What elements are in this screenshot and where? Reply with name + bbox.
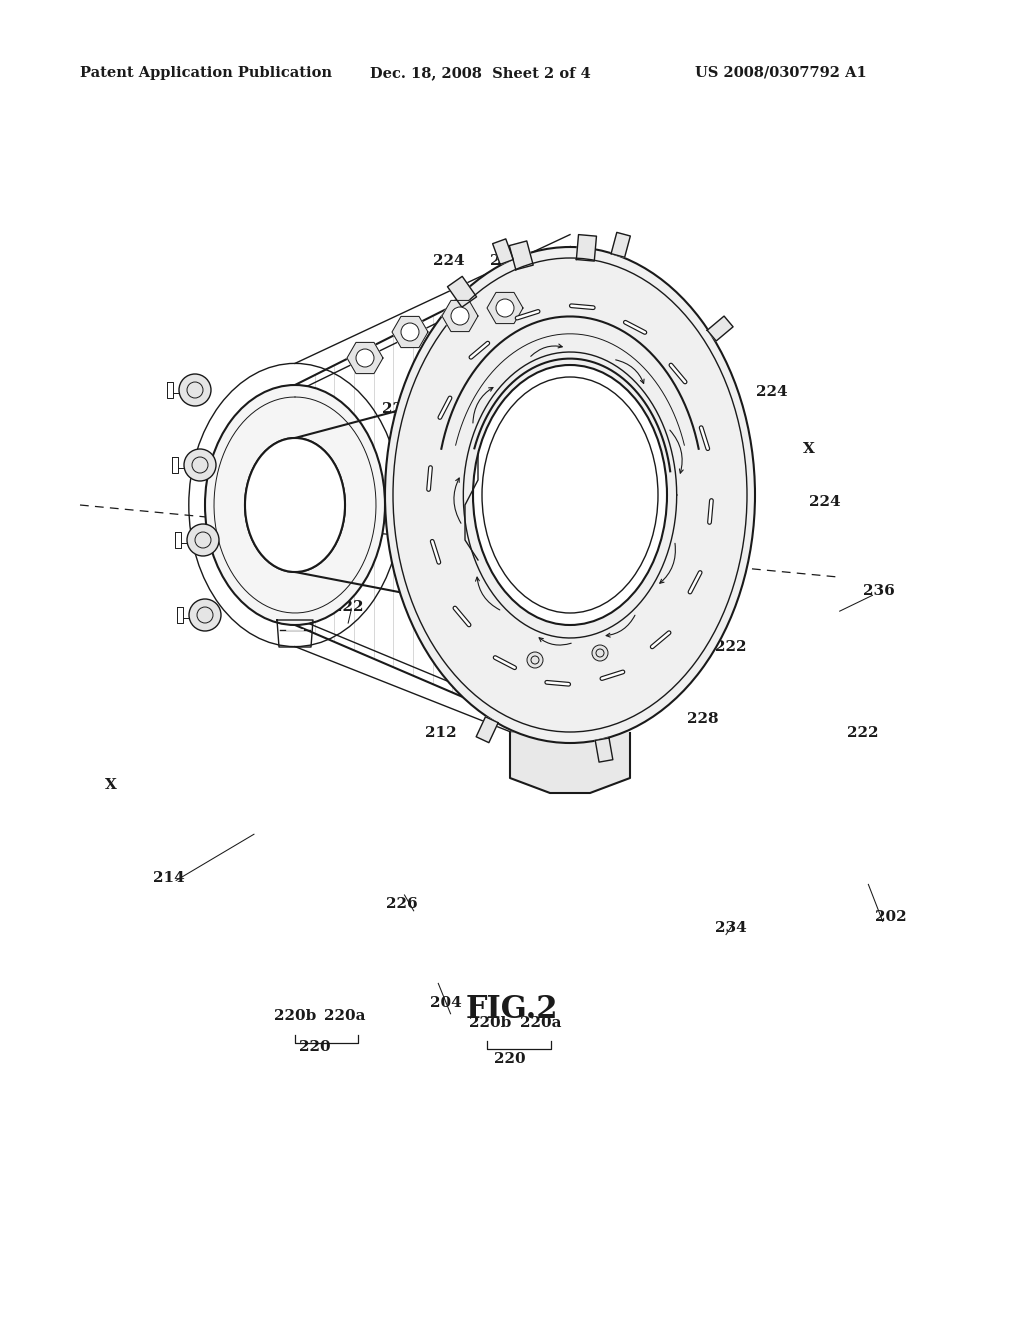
Text: 224: 224 (433, 255, 464, 268)
Text: 226: 226 (454, 445, 484, 458)
Polygon shape (447, 276, 476, 308)
Polygon shape (708, 315, 733, 341)
Text: 206: 206 (588, 673, 621, 686)
Text: 222: 222 (716, 640, 746, 653)
Text: Patent Application Publication: Patent Application Publication (80, 66, 332, 81)
Text: 228: 228 (687, 713, 718, 726)
Text: 234: 234 (715, 921, 748, 935)
Polygon shape (577, 235, 596, 261)
Polygon shape (476, 717, 498, 743)
Text: 220a: 220a (520, 1016, 561, 1030)
Text: X: X (803, 442, 815, 455)
Text: 222: 222 (648, 343, 679, 356)
Polygon shape (487, 293, 523, 323)
Text: 224: 224 (809, 495, 840, 508)
Ellipse shape (385, 247, 755, 743)
Polygon shape (347, 342, 383, 374)
Ellipse shape (205, 385, 385, 624)
Circle shape (179, 374, 211, 407)
Text: FIG.2: FIG.2 (466, 994, 558, 1026)
Text: 204: 204 (429, 997, 462, 1010)
Polygon shape (509, 242, 534, 269)
Circle shape (451, 308, 469, 325)
Text: 220: 220 (299, 1040, 330, 1053)
Text: US 2008/0307792 A1: US 2008/0307792 A1 (695, 66, 866, 81)
Text: 220: 220 (495, 1052, 525, 1065)
Text: 236: 236 (578, 717, 610, 730)
Text: 220a: 220a (422, 453, 463, 466)
Polygon shape (611, 232, 631, 257)
Text: 202: 202 (876, 911, 906, 924)
Circle shape (184, 449, 216, 480)
Circle shape (496, 300, 514, 317)
Text: 224: 224 (757, 385, 787, 399)
Text: 212: 212 (425, 726, 456, 739)
Polygon shape (442, 301, 478, 331)
Circle shape (356, 348, 374, 367)
Circle shape (592, 645, 608, 661)
Text: 236: 236 (681, 370, 714, 383)
Polygon shape (595, 738, 612, 762)
Text: 220b: 220b (273, 1010, 316, 1023)
Text: 222: 222 (333, 601, 364, 614)
Text: 214: 214 (153, 871, 185, 884)
Ellipse shape (473, 366, 667, 624)
Ellipse shape (245, 438, 345, 572)
Text: 220a: 220a (325, 1010, 366, 1023)
Text: 220b: 220b (469, 1016, 512, 1030)
Text: X: X (104, 779, 117, 792)
Text: 236: 236 (862, 585, 895, 598)
Polygon shape (510, 733, 630, 793)
Polygon shape (392, 317, 428, 347)
Circle shape (401, 323, 419, 341)
Text: Dec. 18, 2008  Sheet 2 of 4: Dec. 18, 2008 Sheet 2 of 4 (370, 66, 591, 81)
Circle shape (527, 652, 543, 668)
Text: 220b: 220b (382, 403, 425, 416)
Circle shape (189, 599, 221, 631)
Text: 228: 228 (295, 478, 326, 491)
Polygon shape (493, 239, 513, 264)
Text: 226: 226 (386, 898, 417, 911)
Circle shape (187, 524, 219, 556)
Ellipse shape (245, 438, 345, 572)
Text: 222: 222 (848, 726, 879, 739)
Text: 224: 224 (490, 255, 521, 268)
